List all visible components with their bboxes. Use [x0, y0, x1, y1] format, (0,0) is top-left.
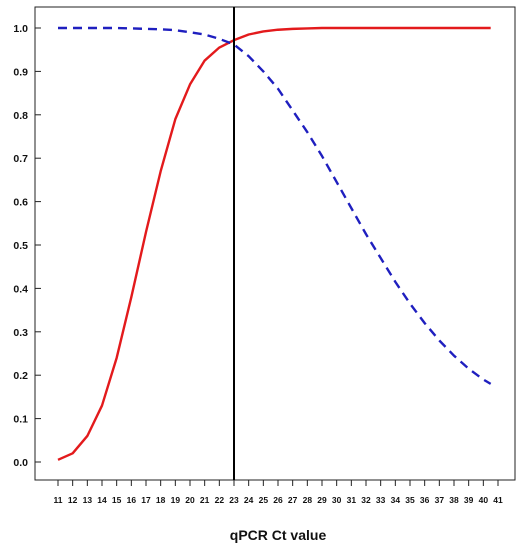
x-tick-label: 21	[200, 495, 210, 505]
x-tick-label: 26	[273, 495, 283, 505]
x-tick-label: 13	[83, 495, 93, 505]
x-tick-label: 27	[288, 495, 298, 505]
series-line-solid-red	[57, 26, 491, 461]
x-tick-label: 31	[347, 495, 357, 505]
x-tick-label: 11	[54, 495, 63, 505]
x-tick-label: 41	[493, 495, 503, 505]
x-tick-label: 20	[185, 495, 195, 505]
x-tick-label: 35	[405, 495, 415, 505]
y-tick-label: 1.0	[13, 23, 28, 35]
plot-frame	[34, 6, 516, 481]
y-tick-label: 0.1	[13, 414, 28, 426]
x-axis-label: qPCR Ct value	[230, 527, 327, 543]
x-tick-label: 12	[68, 495, 78, 505]
y-tick-label: 0.4	[13, 283, 28, 295]
x-tick-label: 37	[435, 495, 445, 505]
x-tick-label: 34	[391, 495, 401, 505]
x-tick-label: 39	[464, 495, 474, 505]
y-tick-label: 0.0	[13, 457, 28, 469]
series-layer	[57, 26, 492, 461]
series-line-dashed-blue	[58, 26, 492, 385]
y-tick-label: 0.9	[13, 66, 28, 78]
y-axis: 0.0 0.1 0.2 0.3 0.4 0.5 0.6 0.7 0.8 0.9 1.0	[13, 23, 41, 469]
x-tick-label: 19	[171, 495, 181, 505]
x-tick-label: 36	[420, 495, 430, 505]
x-tick-label: 38	[449, 495, 459, 505]
x-tick-label: 30	[332, 495, 342, 505]
x-tick-label: 23	[229, 495, 239, 505]
y-tick-label: 0.5	[13, 240, 28, 252]
x-tick-label: 16	[127, 495, 137, 505]
x-tick-label: 40	[479, 495, 489, 505]
x-tick-label: 28	[303, 495, 313, 505]
x-tick-label: 24	[244, 495, 254, 505]
x-tick-label: 14	[97, 495, 107, 505]
x-tick-label: 22	[215, 495, 225, 505]
x-tick-label: 15	[112, 495, 122, 505]
x-tick-label: 25	[259, 495, 269, 505]
x-axis: 11 12 13 14 15 16 17 18 19 20 21 22 23 24 25 26 27 28 29 30…	[54, 480, 503, 505]
x-tick-label: 17	[141, 495, 151, 505]
y-tick-label: 0.7	[13, 153, 28, 165]
y-tick-label: 0.2	[13, 370, 28, 382]
x-tick-label: 29	[317, 495, 327, 505]
y-tick-label: 0.3	[13, 327, 28, 339]
y-tick-label: 0.8	[13, 110, 28, 122]
x-tick-label: 32	[361, 495, 371, 505]
y-tick-label: 0.6	[13, 197, 28, 209]
x-tick-label: 33	[376, 495, 386, 505]
x-tick-label: 18	[156, 495, 166, 505]
